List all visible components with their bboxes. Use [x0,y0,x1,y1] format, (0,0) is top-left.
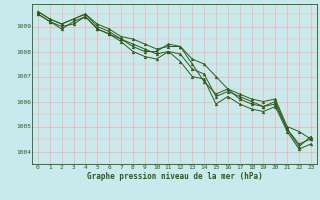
X-axis label: Graphe pression niveau de la mer (hPa): Graphe pression niveau de la mer (hPa) [86,172,262,181]
